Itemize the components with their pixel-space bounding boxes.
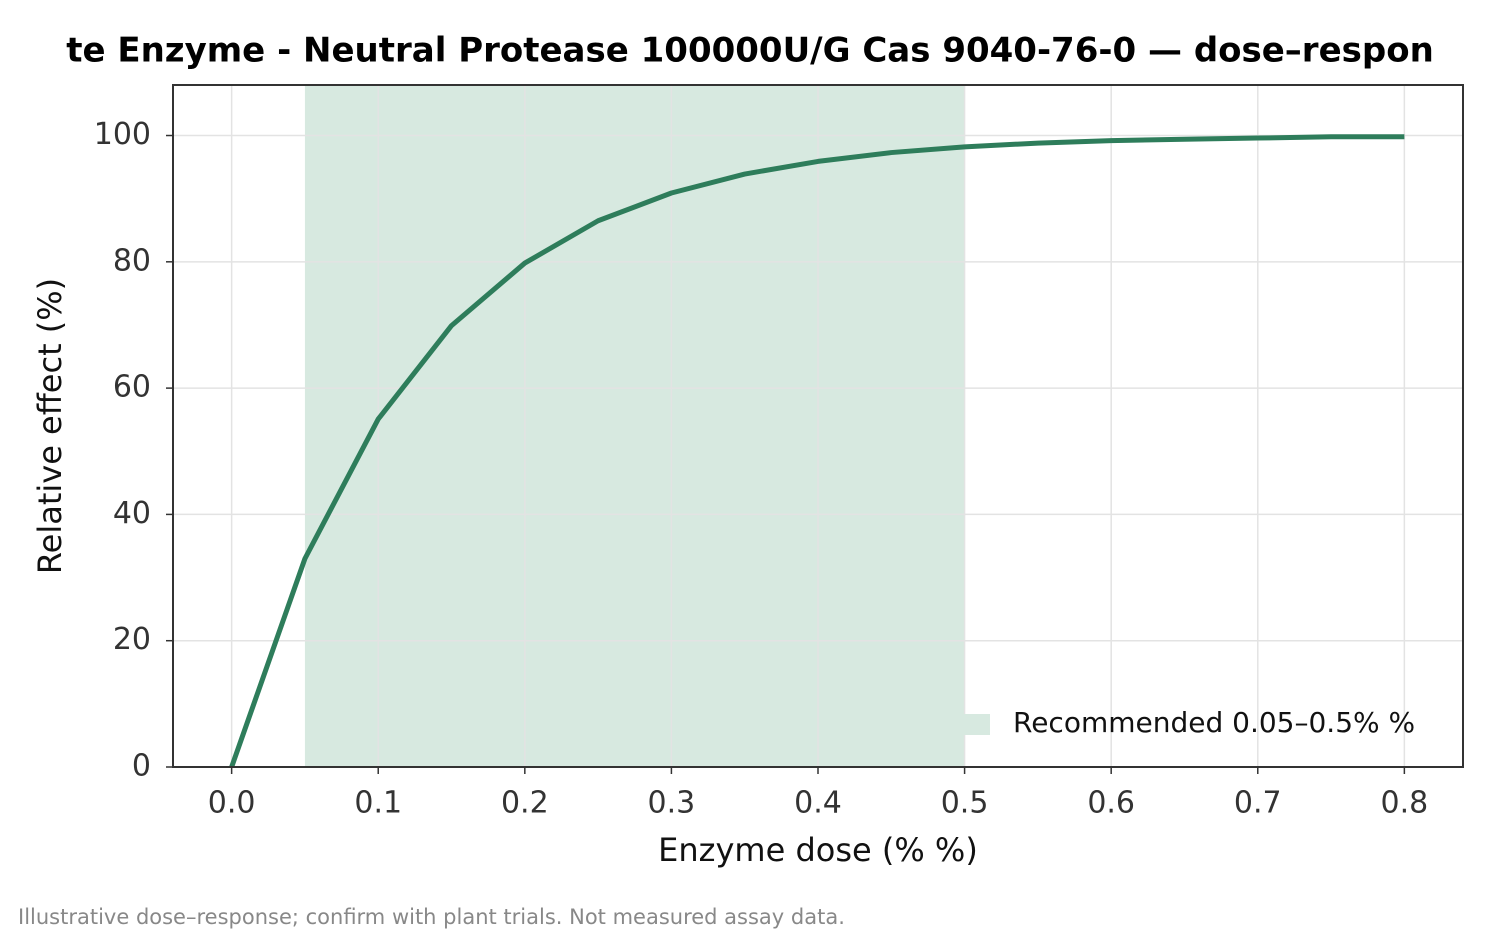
footnote: Illustrative dose–response; confirm with…: [18, 905, 845, 929]
response-line: [229, 134, 1405, 768]
x-tick-label: 0.5: [941, 786, 989, 821]
y-tick-label: 0: [132, 749, 151, 784]
x-tick-label: 0.1: [354, 786, 402, 821]
x-tick-label: 0.6: [1087, 786, 1135, 821]
x-tick-label: 0.2: [501, 786, 549, 821]
legend-swatch: [932, 714, 990, 735]
y-tick-label: 100: [94, 117, 151, 152]
y-tick-label: 40: [113, 496, 151, 531]
y-axis-label: Relative effect (%): [31, 278, 69, 574]
y-tick-label: 20: [113, 622, 151, 657]
x-tick-label: 0.3: [648, 786, 696, 821]
x-tick-label: 0.7: [1234, 786, 1282, 821]
axes-frame: [172, 84, 1464, 768]
x-tick-label: 0.4: [794, 786, 842, 821]
x-axis-label: Enzyme dose (% %): [658, 831, 978, 869]
y-tick-label: 60: [113, 370, 151, 405]
x-tick-label: 0.8: [1381, 786, 1429, 821]
legend-label: Recommended 0.05–0.5% %: [1013, 706, 1415, 739]
x-tick-label: 0.0: [208, 786, 256, 821]
y-tick-label: 80: [113, 243, 151, 278]
plot-area: 0.0 0.1 0.2 0.3 0.4 0.5 0.6 0.7 0.8 0 20 40 60 80 100 R…: [94, 84, 1464, 821]
chart-title: te Enzyme - Neutral Protease 100000U/G C…: [66, 31, 1434, 71]
recommended-band: [304, 85, 965, 767]
